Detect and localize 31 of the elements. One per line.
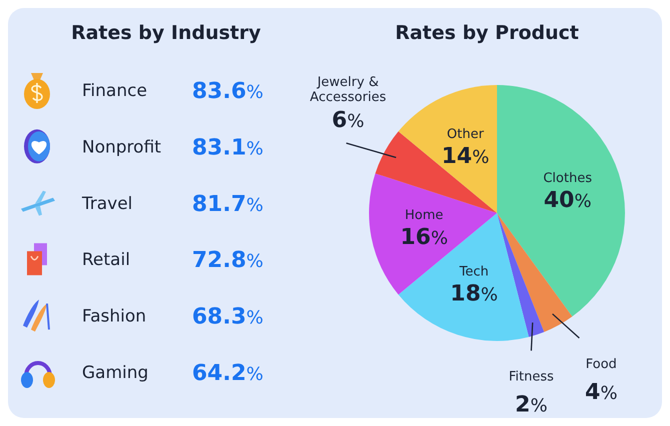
data-label: 72.8% (192, 248, 264, 274)
slice-label: Home (404, 208, 444, 223)
data-label: 4% (585, 380, 618, 405)
slice-label: Other (446, 126, 484, 142)
slice-label: Jewelry & Accessories (310, 75, 386, 106)
slice-label: Tech (458, 264, 489, 280)
data-label: 40% (544, 188, 592, 214)
slice-label: Fitness (508, 370, 554, 385)
category-label: Travel (81, 194, 133, 214)
pie-slice (497, 213, 544, 337)
category-label: Retail (82, 250, 130, 270)
data-label: 6% (332, 108, 364, 134)
data-label: 64.2% (192, 361, 264, 386)
data-label: 14% (442, 144, 490, 169)
category-label: Gaming (82, 363, 148, 383)
category-label: Nonprofit (82, 137, 162, 158)
data-label: 2% (515, 392, 548, 418)
data-label: 81.7% (192, 192, 264, 217)
data-label: 83.6% (192, 79, 264, 104)
category-label: Fashion (82, 306, 146, 327)
data-label: 18% (450, 282, 498, 307)
data-label: 83.1% (192, 135, 264, 160)
slice-label: Food (586, 356, 617, 372)
data-label: 68.3% (192, 304, 264, 330)
text: Rates by Industry (71, 22, 262, 44)
slice-label: Clothes (543, 171, 592, 186)
chart-title: Rates by Product (395, 22, 579, 44)
data-label: 16% (400, 224, 448, 250)
pie-slice (497, 213, 572, 332)
pie-slice (497, 85, 625, 317)
category-label: Finance (82, 81, 148, 101)
